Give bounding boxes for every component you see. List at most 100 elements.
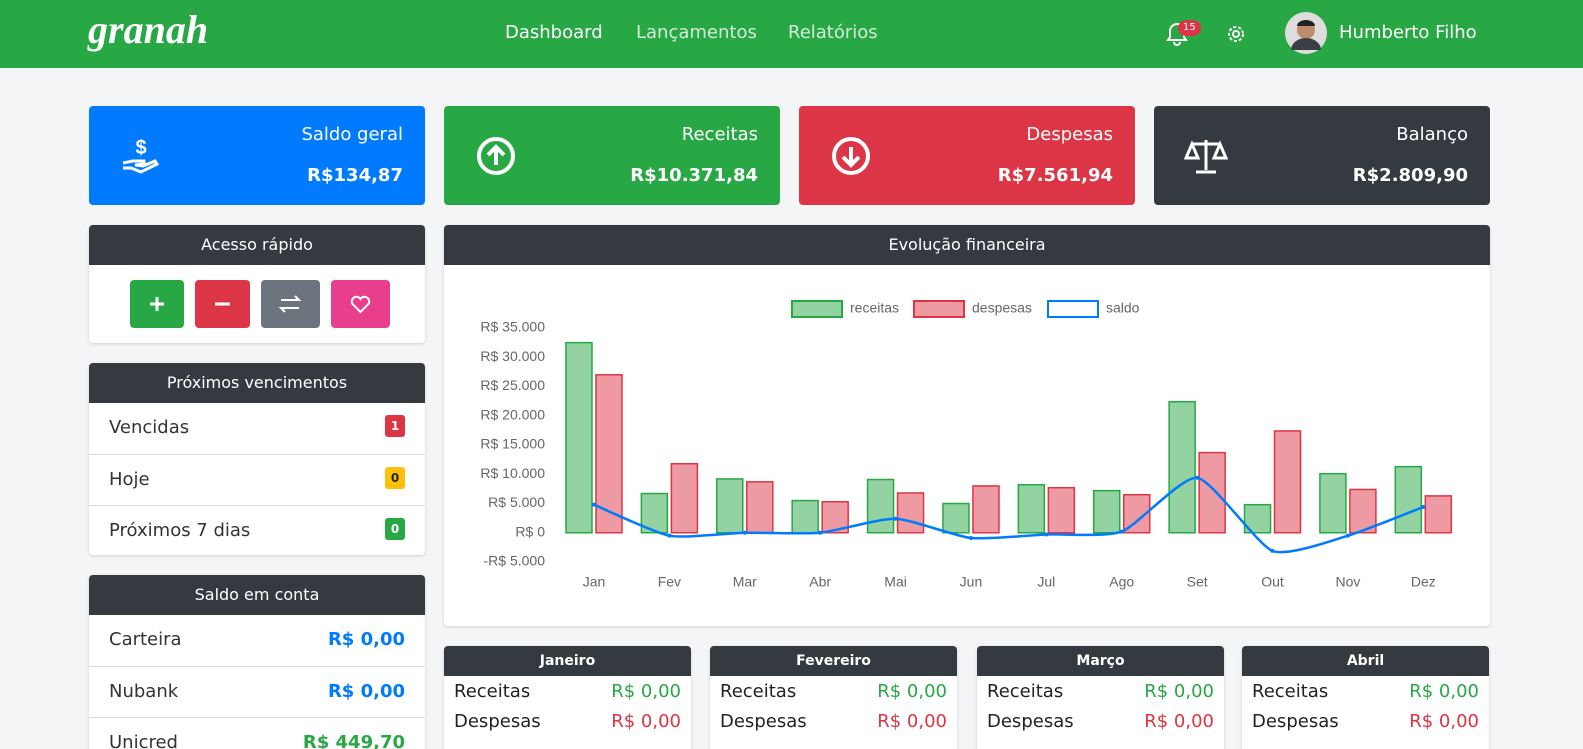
row-value: R$ 0,00 (611, 711, 681, 732)
list-row[interactable]: Próximos 7 dias 0 (89, 505, 425, 555)
row-label: Receitas (720, 681, 797, 702)
top-nav: granah Dashboard Lançamentos Relatórios 15 Hu… (0, 0, 1583, 68)
bar (1168, 400, 1196, 534)
bar (1394, 465, 1423, 534)
row-value: R$ 0,00 (877, 711, 947, 732)
brand[interactable]: granah (88, 7, 209, 52)
row-label: Hoje (109, 469, 150, 490)
bar (1092, 489, 1121, 534)
list-row[interactable]: Vencidas 1 (89, 403, 425, 454)
card-title: Despesas (1026, 124, 1113, 145)
bar (1198, 451, 1226, 534)
nav-link[interactable]: Relatórios (788, 22, 878, 43)
panel: Abril Receitas R$ 0,00 Despesas R$ 0,00 (1242, 646, 1489, 749)
card-value: R$7.561,94 (997, 165, 1113, 186)
quick-button[interactable] (261, 280, 320, 328)
quick-button[interactable] (195, 280, 250, 328)
card-title: Balanço (1396, 124, 1468, 145)
row-value: R$ 0,00 (1144, 711, 1214, 732)
panel-header: Janeiro (444, 646, 691, 676)
summary-card[interactable]: $ Saldo geral R$134,87 (89, 106, 425, 205)
y-tick-label: R$ 35.000 (480, 319, 545, 335)
y-tick-label: R$ 15.000 (480, 436, 545, 452)
row-value: R$ 449,70 (302, 732, 405, 749)
chart: -R$ 5.000 R$ 0 R$ 5.000 R$ 10.000 R$ 15.000 R… (480, 300, 1453, 590)
panel: Acesso rápido (89, 225, 425, 343)
quick-button[interactable] (331, 280, 390, 328)
bar (670, 462, 699, 534)
row-label: Próximos 7 dias (109, 520, 251, 541)
row-label: Despesas (720, 711, 807, 732)
summary-card[interactable]: Balanço R$2.809,90 (1154, 106, 1490, 205)
row-label: Nubank (109, 681, 179, 702)
panel: Próximos vencimentos Vencidas 1 Hoje 0 Próxim… (89, 363, 425, 555)
y-tick-label: R$ 25.000 (480, 377, 545, 393)
bar (716, 478, 744, 534)
list-row[interactable]: Carteira R$ 0,00 (89, 615, 425, 666)
x-tick-label: Abr (809, 574, 831, 590)
point (667, 533, 672, 538)
button-icon (215, 302, 230, 306)
panel: Fevereiro Receitas R$ 0,00 Despesas R$ 0,00 (710, 646, 957, 749)
bar (1349, 488, 1377, 534)
legend-swatch (913, 300, 965, 318)
panel-header: Próximos vencimentos (89, 363, 425, 403)
summary-card[interactable]: Receitas R$10.371,84 (444, 106, 780, 205)
bar (595, 374, 623, 534)
quick-button[interactable] (130, 280, 184, 328)
row-value: R$ 0,00 (1409, 681, 1479, 702)
x-tick-label: Nov (1335, 574, 1360, 590)
panel-header: Abril (1242, 646, 1489, 676)
point (893, 516, 898, 521)
bar (565, 341, 593, 534)
y-tick-label: R$ 5.000 (488, 494, 545, 510)
nav-link[interactable]: Lançamentos (636, 22, 757, 43)
row-label: Unicred (109, 732, 178, 749)
row-label: Despesas (1252, 711, 1339, 732)
y-tick-label: -R$ 5.000 (484, 553, 546, 569)
row-label: Carteira (109, 629, 182, 650)
count-badge: 1 (385, 415, 405, 437)
card-value: R$2.809,90 (1352, 165, 1468, 186)
x-tick-label: Jun (960, 574, 983, 590)
legend-label: receitas (850, 300, 899, 316)
panel: Saldo em conta Carteira R$ 0,00 Nubank R$ 0,… (89, 575, 425, 749)
list-row[interactable]: Unicred R$ 449,70 (89, 717, 425, 749)
row-label: Receitas (987, 681, 1064, 702)
user-name[interactable]: Humberto Filho (1339, 22, 1477, 43)
bar (746, 481, 774, 534)
y-tick-label: R$ 20.000 (480, 406, 545, 422)
count-badge: 0 (385, 518, 405, 540)
legend-label: saldo (1106, 300, 1140, 316)
nav-link[interactable]: Dashboard (505, 22, 603, 43)
bar (791, 499, 819, 534)
point (742, 530, 747, 535)
legend-label: despesas (972, 300, 1032, 316)
x-tick-label: Fev (658, 574, 681, 590)
bar (1424, 495, 1453, 534)
bar (1319, 472, 1347, 534)
row-label: Receitas (1252, 681, 1329, 702)
panel-header: Acesso rápido (89, 225, 425, 265)
list-row[interactable]: Nubank R$ 0,00 (89, 666, 425, 717)
point (1044, 532, 1049, 537)
y-tick-label: R$ 0 (515, 523, 545, 539)
svg-text:$: $ (135, 137, 146, 159)
list-row[interactable]: Hoje 0 (89, 454, 425, 505)
legend-swatch (791, 300, 843, 318)
bar (1017, 484, 1046, 534)
point (1345, 533, 1350, 538)
button-icon (150, 297, 164, 311)
row-label: Despesas (454, 711, 541, 732)
notification-badge[interactable]: 15 (1178, 20, 1201, 36)
summary-card[interactable]: Despesas R$7.561,94 (799, 106, 1135, 205)
card-icon (832, 137, 870, 175)
point (1195, 475, 1200, 480)
button-icon (350, 295, 371, 314)
legend-swatch (1047, 300, 1099, 318)
point (818, 530, 823, 535)
card-value: R$134,87 (307, 165, 403, 186)
bar (1047, 486, 1076, 534)
panel-header: Fevereiro (710, 646, 957, 676)
